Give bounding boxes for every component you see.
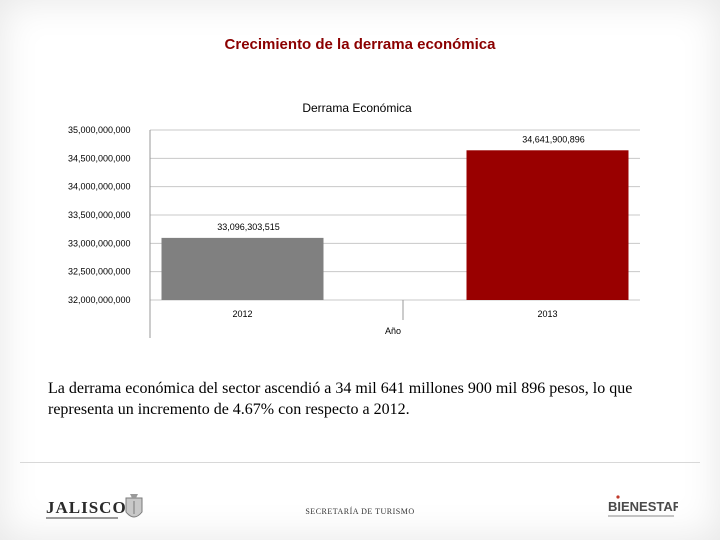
- jalisco-logo-text: JALISCO: [46, 498, 127, 517]
- x-axis-title: Año: [385, 326, 401, 336]
- y-tick-label: 34,000,000,000: [68, 182, 131, 192]
- jalisco-crest-icon: [125, 494, 143, 518]
- data-label-2012: 33,096,303,515: [217, 222, 280, 232]
- y-tick-label: 32,000,000,000: [68, 295, 131, 305]
- footer-divider: [20, 462, 700, 463]
- bar-chart: Derrama Económica 35,000,000,000 34,500,0…: [68, 101, 640, 338]
- y-tick-label: 33,000,000,000: [68, 238, 131, 248]
- label-layer: 35,000,000,000 34,500,000,000 34,000,000,0…: [68, 125, 585, 319]
- y-tick-label: 34,500,000,000: [68, 153, 131, 163]
- y-tick-label: 35,000,000,000: [68, 125, 131, 135]
- bar-2013: [466, 150, 629, 300]
- y-tick-label: 33,500,000,000: [68, 210, 131, 220]
- bar-2012: [161, 237, 324, 300]
- bar-layer: [161, 150, 629, 300]
- y-tick-label: 32,500,000,000: [68, 267, 131, 277]
- bienestar-logo-text: BIENESTAR: [608, 499, 678, 514]
- x-tick-label-2013: 2013: [537, 309, 557, 319]
- data-label-2013: 34,641,900,896: [522, 134, 585, 144]
- chart-title: Derrama Económica: [302, 101, 412, 115]
- bienestar-dot-icon: [616, 495, 620, 499]
- footer-secretaria: SECRETARÍA DE TURISMO: [305, 507, 415, 516]
- bienestar-logo: BIENESTAR: [608, 495, 678, 517]
- x-tick-label-2012: 2012: [232, 309, 252, 319]
- slide-title: Crecimiento de la derrama económica: [224, 36, 496, 53]
- summary-text: La derrama económica del sector ascendió…: [48, 380, 633, 418]
- jalisco-logo: JALISCO: [46, 494, 143, 519]
